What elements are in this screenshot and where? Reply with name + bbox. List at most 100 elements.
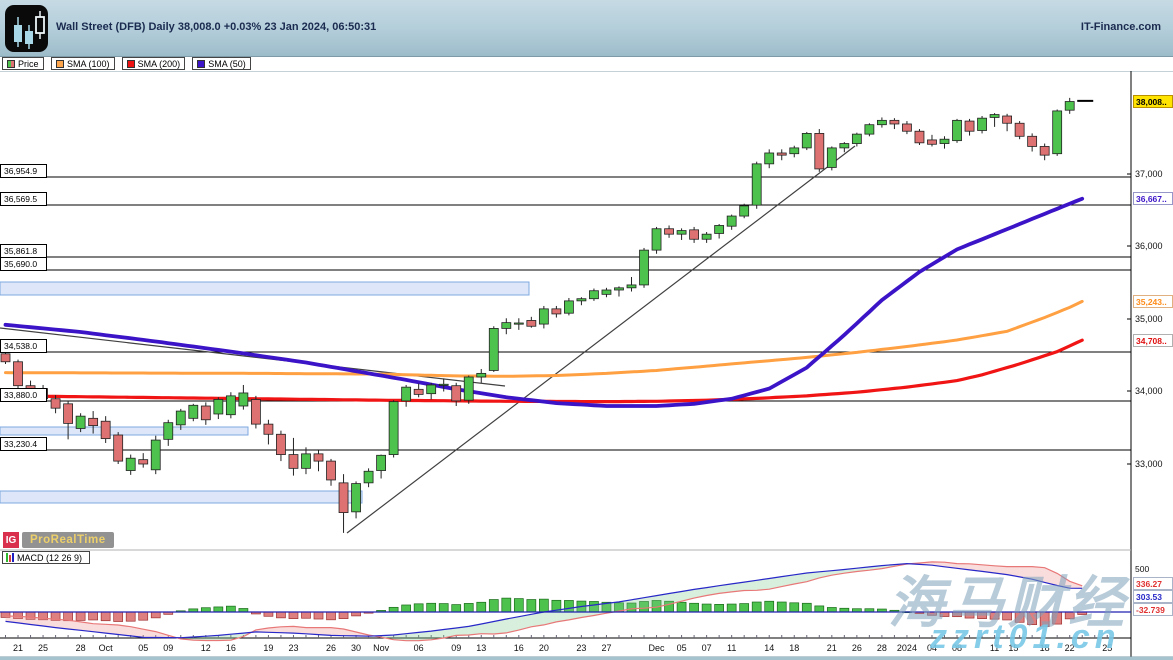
app-logo-candlestick-icon [5,5,48,52]
candle-up [639,249,649,286]
watermark-url: zzrt01.cn [930,618,1121,656]
candle-up [388,401,399,455]
axis-date-label: 26 [326,643,337,653]
candle-down [526,320,537,327]
axis-date-label: 09 [451,643,462,653]
macd-hist-bar-up [526,599,537,613]
trendline[interactable] [346,145,856,534]
price-level-label[interactable]: 35,690.0 [0,257,47,271]
candle-down [927,139,937,145]
candle-down [100,420,111,440]
axis-date-label: 27 [601,643,612,653]
candle-up [676,230,687,235]
candle-up [564,300,574,314]
tab-price[interactable]: Price [2,57,44,70]
candle-up [751,163,762,206]
candle-up [188,404,199,419]
sma50-line[interactable] [3,196,1085,408]
candle-down [776,152,787,156]
candle-down [250,399,261,425]
candle-up [150,439,161,471]
macd-hist-bar-up [714,604,724,613]
candle-up [538,308,549,325]
macd-hist-bar-up [451,604,462,613]
candle-down [0,353,11,363]
axis-date-label: 22 [1064,643,1075,653]
tab-sma-50[interactable]: SMA (50) [192,57,251,70]
candle-up [839,143,850,149]
candle-up [463,376,474,401]
candle-up [175,410,186,426]
macd-histogram-value: -32.739 [1133,603,1173,616]
alert-zone-band[interactable] [0,426,249,436]
candle-up [826,147,837,168]
macd-hist-bar-up [476,601,487,613]
axis-date-label: 07 [701,643,712,653]
candle-down [326,460,336,481]
tab-macd-indicator[interactable]: MACD (12 26 9) [2,551,90,564]
alert-zone-band[interactable] [0,281,530,296]
axis-date-label: 23 [576,643,587,653]
axis-date-label: 16 [513,643,524,653]
axis-date-label: 06 [413,643,424,653]
price-level-label[interactable]: 33,880.0 [0,388,47,402]
tab-sma-100[interactable]: SMA (100) [51,57,115,70]
price-level-label[interactable]: 35,861.8 [0,244,47,258]
macd-hist-bar-up [689,602,699,613]
macd-hist-bar-up [789,602,800,613]
macd-hist-bar-up [539,598,549,613]
price-level-label[interactable]: 36,954.9 [0,164,47,178]
candle-up [614,287,624,291]
sma100-line[interactable] [4,299,1084,378]
candle-up [989,114,1000,118]
macd-hist-bar-up [513,598,524,613]
axis-date-label: 12 [200,643,211,653]
macd-hist-bar-up [463,603,474,613]
axis-date-label: Oct [98,643,113,653]
current-price-tag: 38,008.. [1133,95,1173,108]
legend-swatch [197,59,206,68]
candle-up [764,152,775,165]
candles-layer [0,97,1094,533]
sma200-line[interactable] [3,338,1084,404]
candle-down [288,454,299,469]
provider-brand: IT-Finance.com [1080,21,1161,33]
candle-down [451,385,462,402]
candle-up [977,117,987,131]
sma100-price-tag: 35,243.. [1133,295,1173,308]
candle-up [301,453,311,469]
axis-date-label: 20 [538,643,549,653]
alert-zone-bands [0,281,530,504]
candle-down [1039,146,1050,156]
tab-sma-200[interactable]: SMA (200) [121,57,186,70]
macd-hist-bar-up [213,606,224,613]
candle-down [113,434,124,462]
candle-up [789,147,800,155]
legend-row: Price SMA (100) SMA (200) SMA (50) [0,57,1173,71]
macd-hist-bar-up [726,603,737,613]
price-level-label[interactable]: 36,569.5 [0,192,47,206]
macd-signal-value: 336.27 [1133,577,1173,590]
axis-date-label: Dec [648,643,665,653]
macd-panel [0,561,1131,642]
axis-date-label: 21 [13,643,24,653]
candle-down [1002,115,1012,124]
candle-down [914,130,925,144]
candle-up [225,395,236,416]
macd-hist-bar-up [764,600,775,613]
macd-hist-bar-up [438,603,449,613]
candle-up [864,124,875,135]
price-level-label[interactable]: 33,230.4 [0,437,47,451]
candle-down [138,459,149,465]
axis-date-label: 15 [1008,643,1019,653]
price-level-label[interactable]: 34,538.0 [0,339,47,353]
axis-date-label: 14 [764,643,775,653]
candle-up [601,289,612,295]
axis-date-label: 11 [726,643,737,653]
trendline[interactable] [0,327,506,387]
candle-down [814,132,825,170]
candle-up [75,415,86,429]
legend-swatch [126,59,135,68]
macd-hist-bar-down [125,611,136,622]
alert-zone-band[interactable] [0,490,363,504]
